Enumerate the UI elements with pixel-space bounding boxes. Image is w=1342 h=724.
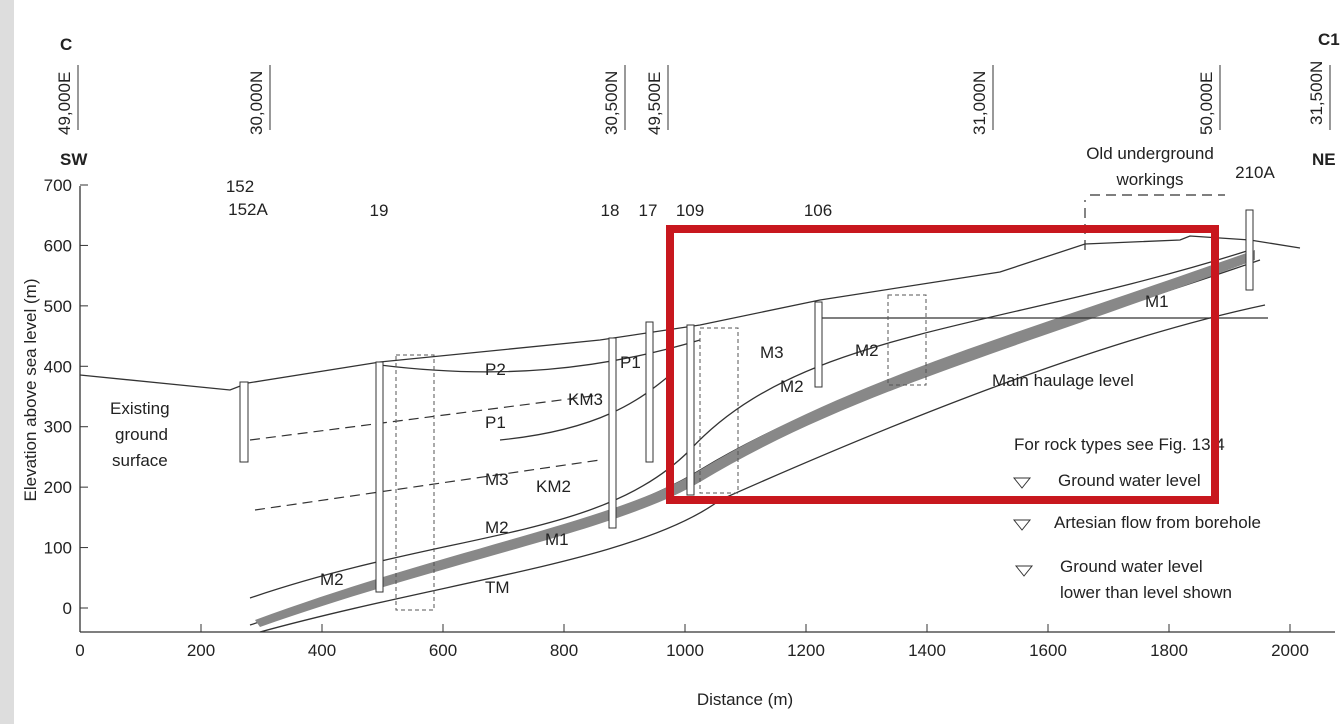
- legend-symbols: [1012, 477, 1034, 577]
- section-label: C: [60, 35, 72, 54]
- layer: P1: [620, 353, 641, 372]
- y-axis-label: Elevation above sea level (m): [21, 278, 40, 501]
- layer: KM2: [536, 477, 571, 496]
- grid-ref: 30,000N: [247, 71, 266, 135]
- borehole: 106: [804, 201, 832, 220]
- direction: SW: [60, 150, 88, 169]
- legend-item: Artesian flow from borehole: [1054, 513, 1261, 532]
- x-axis-label: Distance (m): [697, 690, 793, 709]
- scan-edge: [0, 0, 14, 724]
- section-label: C1: [1318, 30, 1340, 49]
- labels: 152 152A 19 18 17 109 106 210A Existing …: [21, 144, 1276, 709]
- legend-item: Ground water level: [1058, 471, 1201, 490]
- legend-item: Ground water level: [1060, 557, 1203, 576]
- x-tick-label: 400: [308, 641, 336, 660]
- y-tick-label: 0: [63, 599, 72, 618]
- layer: P2: [485, 360, 506, 379]
- x-tick-label: 200: [187, 641, 215, 660]
- borehole: 17: [639, 201, 658, 220]
- legend-item: lower than level shown: [1060, 583, 1232, 602]
- x-tick-label: 1600: [1029, 641, 1067, 660]
- layer: M2: [485, 518, 509, 537]
- y-tick-label: 200: [44, 478, 72, 497]
- borehole: 152: [226, 177, 254, 196]
- grid-ref: 30,500N: [602, 71, 621, 135]
- borehole: 210A: [1235, 163, 1275, 182]
- layer: M3: [485, 470, 509, 489]
- grid-ref: 49,000E: [55, 72, 74, 135]
- x-tick-label: 1000: [666, 641, 704, 660]
- annotation: Main haulage level: [992, 371, 1134, 390]
- annotation: Existing: [110, 399, 170, 418]
- y-tick-label: 600: [44, 236, 72, 255]
- y-tick-label: 100: [44, 539, 72, 558]
- header: C C1 SW NE: [60, 30, 1340, 169]
- x-tick-label: 1200: [787, 641, 825, 660]
- annotation: workings: [1115, 170, 1183, 189]
- layer: M2: [855, 341, 879, 360]
- layer: KM3: [568, 390, 603, 409]
- x-tick-label: 800: [550, 641, 578, 660]
- annotation: Old underground: [1086, 144, 1214, 163]
- layer: M2: [780, 377, 804, 396]
- grid-refs: 49,000E 30,000N 30,500N 49,500E 31,000N 50,00…: [55, 61, 1331, 135]
- x-tick-label: 1400: [908, 641, 946, 660]
- highlight-box: [666, 225, 1219, 504]
- legend-title: For rock types see Fig. 13.4: [1014, 435, 1225, 454]
- annotation: ground: [115, 425, 168, 444]
- y-tick-label: 700: [44, 176, 72, 195]
- grid-ref: 50,000E: [1197, 72, 1216, 135]
- x-tick-label: 0: [75, 641, 84, 660]
- layer: P1: [485, 413, 506, 432]
- direction: NE: [1312, 150, 1336, 169]
- y-tick-label: 500: [44, 297, 72, 316]
- borehole: 152A: [228, 200, 268, 219]
- grid-ref: 49,500E: [645, 72, 664, 135]
- grid-ref: 31,500N: [1307, 61, 1326, 125]
- layer: TM: [485, 578, 510, 597]
- layer: M3: [760, 343, 784, 362]
- layer: M1: [1145, 292, 1169, 311]
- y-tick-label: 300: [44, 418, 72, 437]
- y-tick-label: 400: [44, 357, 72, 376]
- coal-seam: [255, 250, 1255, 627]
- annotation: surface: [112, 451, 168, 470]
- x-tick-label: 600: [429, 641, 457, 660]
- borehole: 19: [370, 201, 389, 220]
- grid-ref: 31,000N: [970, 71, 989, 135]
- borehole: 18: [601, 201, 620, 220]
- layer: M2: [320, 570, 344, 589]
- layer: M1: [545, 530, 569, 549]
- geology: [79, 186, 1335, 633]
- x-tick-label: 1800: [1150, 641, 1188, 660]
- x-tick-label: 2000: [1271, 641, 1309, 660]
- borehole: 109: [676, 201, 704, 220]
